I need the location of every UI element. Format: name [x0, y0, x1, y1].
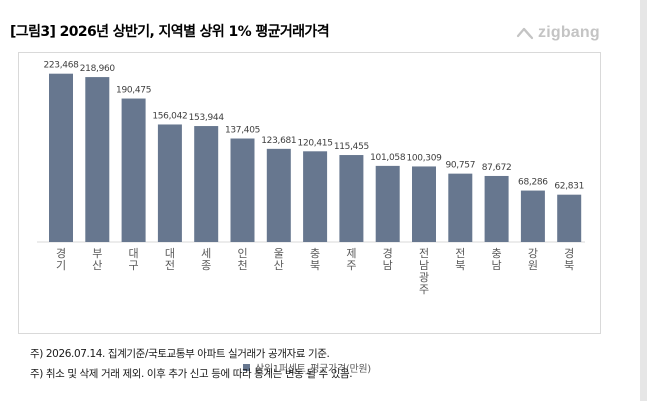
chart-title: [그림3] 2026년 상반기, 지역별 상위 1% 평균거래가격 — [10, 24, 330, 40]
svg-text:남: 남 — [492, 259, 502, 272]
svg-text:천: 천 — [237, 258, 247, 272]
bar-전남광주 — [412, 166, 436, 242]
zigbang-logo-icon — [516, 27, 534, 40]
x-tick-label-경기: 경기 — [56, 247, 66, 272]
bar-경북 — [557, 194, 582, 242]
data-label: 68,286 — [518, 178, 548, 188]
x-tick-label-인천: 인천 — [237, 247, 247, 272]
bar-세종 — [194, 126, 219, 242]
svg-text:전: 전 — [455, 247, 465, 260]
svg-text:산: 산 — [92, 259, 102, 272]
svg-text:전: 전 — [165, 259, 175, 272]
svg-text:북: 북 — [310, 259, 320, 272]
bar-전북 — [448, 173, 473, 242]
bar-충북 — [303, 151, 328, 242]
x-tick-label-제주: 제주 — [346, 247, 356, 272]
svg-text:원: 원 — [528, 259, 538, 272]
data-label: 218,960 — [80, 64, 116, 74]
footnote-1: 주) 2026.07.14. 집계기준/국토교통부 아파트 실거래가 공개자료 … — [30, 348, 330, 360]
brand-logo: zigbang — [515, 24, 600, 42]
svg-text:경: 경 — [56, 247, 66, 260]
svg-text:남: 남 — [383, 259, 393, 272]
x-tick-label-부산: 부산 — [92, 247, 102, 272]
chart-area: 223,468 경 기 218,960 부 산 190,475 대 구 156,042 대 전 153,… — [18, 52, 601, 375]
svg-text:인: 인 — [237, 247, 247, 260]
data-label: 62,831 — [554, 182, 584, 192]
svg-text:전: 전 — [419, 247, 429, 260]
data-label: 153,944 — [189, 113, 225, 123]
bar-대전 — [157, 124, 182, 242]
data-label: 137,405 — [225, 126, 260, 136]
svg-text:산: 산 — [274, 259, 284, 272]
data-label: 120,415 — [298, 138, 333, 148]
svg-text:제: 제 — [346, 247, 356, 260]
x-tick-label-울산: 울산 — [274, 247, 284, 272]
legend: 상위1퍼센트_평균가격(만원) — [243, 360, 371, 375]
x-tick-label-충북: 충북 — [310, 247, 320, 272]
svg-text:기: 기 — [56, 259, 66, 272]
footnote-2: 주) 취소 및 삭제 거래 제외. 이후 추가 신고 등에 따라 통계는 변동 … — [30, 368, 353, 380]
bar-충남 — [484, 175, 509, 242]
bar-울산 — [266, 148, 291, 242]
data-label: 87,672 — [482, 163, 512, 173]
x-tick-label-경북: 경북 — [564, 247, 574, 272]
legend-label: 상위1퍼센트_평균가격(만원) — [255, 364, 371, 375]
svg-text:울: 울 — [274, 247, 284, 260]
bar-경기 — [49, 73, 73, 242]
svg-text:종: 종 — [201, 259, 211, 272]
data-label: 100,309 — [406, 153, 442, 163]
x-tick-label-강원: 강원 — [528, 247, 538, 272]
svg-text:구: 구 — [129, 259, 139, 272]
x-tick-label-세종: 세종 — [201, 247, 211, 272]
x-tick-label-경남: 경남 — [383, 247, 393, 272]
bar-chart: 223,468경기218,960부산190,475대구156,042대전153,… — [37, 61, 585, 296]
brand-name: zigbang — [538, 24, 600, 41]
svg-text:대: 대 — [165, 247, 175, 260]
svg-text:경: 경 — [383, 247, 393, 260]
data-label: 123,681 — [261, 136, 296, 146]
data-label: 223,468 — [43, 61, 79, 71]
legend-swatch — [243, 364, 250, 371]
svg-text:대: 대 — [129, 247, 139, 260]
data-label: 115,455 — [334, 142, 369, 152]
svg-text:광: 광 — [419, 271, 429, 284]
data-label: 156,042 — [152, 111, 187, 121]
svg-text:주: 주 — [419, 283, 429, 296]
bar-경남 — [375, 165, 400, 242]
svg-text:주: 주 — [346, 259, 356, 272]
data-label: 101,058 — [370, 153, 406, 163]
bar-제주 — [339, 155, 364, 242]
data-label: 190,475 — [116, 86, 151, 96]
svg-text:세: 세 — [201, 247, 211, 260]
bar-인천 — [230, 138, 255, 242]
x-tick-label-전북: 전북 — [455, 247, 465, 272]
svg-text:경: 경 — [564, 247, 574, 260]
window-scrollbar[interactable] — [640, 0, 647, 401]
svg-text:남: 남 — [419, 259, 429, 272]
svg-text:강: 강 — [528, 247, 538, 260]
svg-text:충: 충 — [492, 247, 502, 260]
svg-text:북: 북 — [564, 259, 574, 272]
svg-text:북: 북 — [455, 259, 465, 272]
svg-text:부: 부 — [92, 247, 102, 260]
x-tick-label-대전: 대전 — [165, 247, 175, 272]
data-label: 90,757 — [445, 161, 475, 171]
svg-text:충: 충 — [310, 247, 320, 260]
x-tick-label-대구: 대구 — [129, 247, 139, 272]
bar-대구 — [121, 98, 146, 242]
bar-강원 — [520, 190, 545, 242]
bar-부산 — [85, 77, 110, 242]
x-tick-label-충남: 충남 — [492, 247, 502, 272]
